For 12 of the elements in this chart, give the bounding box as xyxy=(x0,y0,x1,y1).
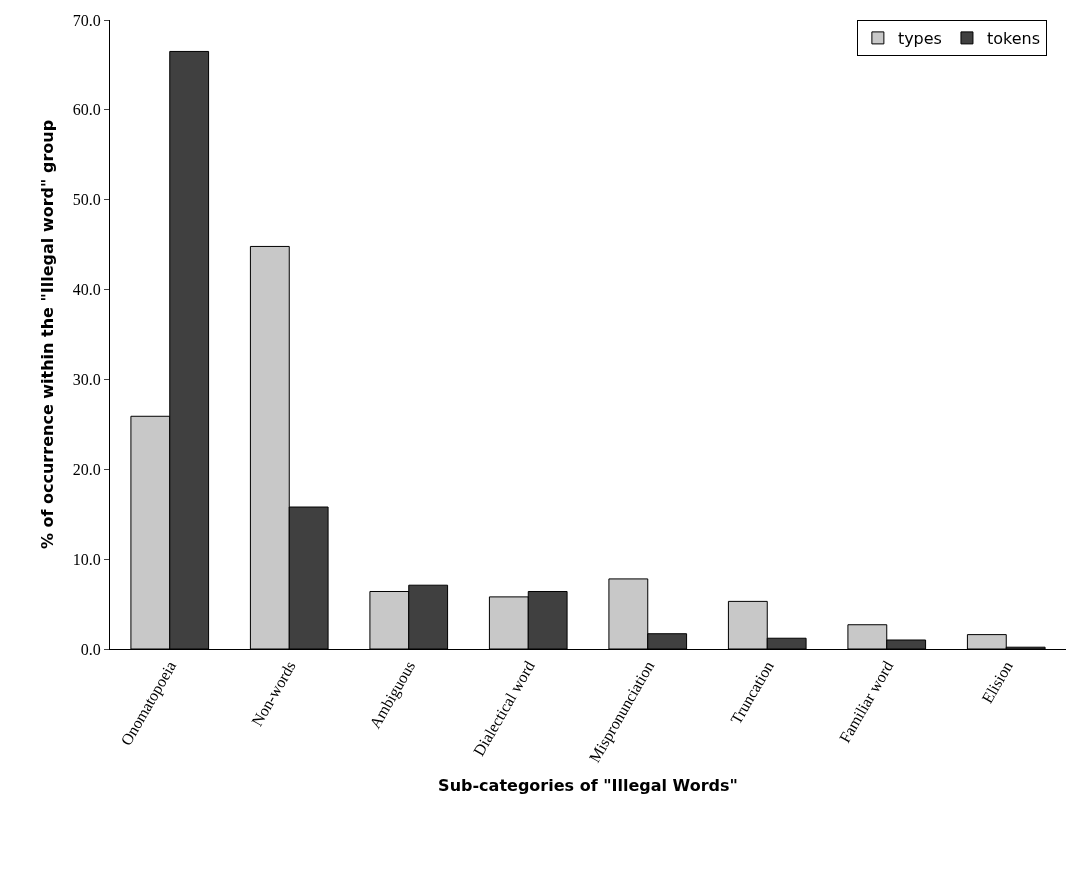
legend-label: types xyxy=(897,29,942,49)
y-tick-label: 40.0 xyxy=(72,281,101,299)
y-tick-label: 60.0 xyxy=(72,101,101,119)
y-tick-label: 30.0 xyxy=(72,371,101,389)
y-axis-title: % of occurrence within the "Illegal word" group xyxy=(37,119,57,550)
legend-label: tokens xyxy=(986,29,1041,49)
y-tick-label: 70.0 xyxy=(72,11,101,29)
y-tick-label: 20.0 xyxy=(72,460,101,478)
y-tick-label: 10.0 xyxy=(72,550,101,568)
y-tick-label: 0.0 xyxy=(80,640,101,658)
x-axis-title: Sub-categories of "Illegal Words" xyxy=(438,776,738,796)
y-tick-label: 50.0 xyxy=(72,191,101,209)
